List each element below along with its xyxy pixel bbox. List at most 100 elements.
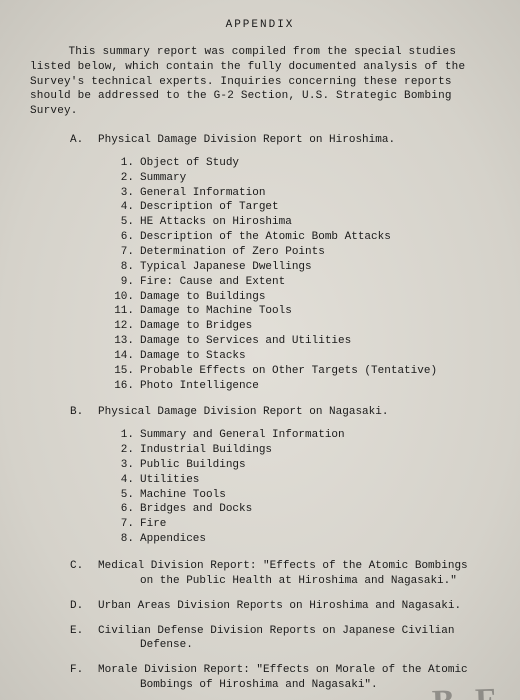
section: E.Civilian Defense Division Reports on J… (30, 624, 490, 654)
section-title: Morale Division Report: "Effects on Mora… (98, 663, 490, 678)
item-label: Summary and General Information (140, 428, 490, 443)
section-heading: C.Medical Division Report: "Effects of t… (70, 559, 490, 589)
section-letter: E. (70, 624, 98, 654)
list-item: 4.Utilities (106, 473, 490, 488)
item-number: 13. (106, 334, 140, 349)
item-label: Description of the Atomic Bomb Attacks (140, 230, 490, 245)
item-number: 6. (106, 502, 140, 517)
item-number: 11. (106, 304, 140, 319)
section-letter: A. (70, 133, 98, 148)
list-item: 10.Damage to Buildings (106, 290, 490, 305)
item-label: Determination of Zero Points (140, 245, 490, 260)
section-letter: C. (70, 559, 98, 589)
list-item: 5.HE Attacks on Hiroshima (106, 215, 490, 230)
list-item: 1.Summary and General Information (106, 428, 490, 443)
list-item: 3.Public Buildings (106, 458, 490, 473)
stamp-mark: B F (431, 677, 503, 700)
item-number: 10. (106, 290, 140, 305)
numbered-list: 1.Object of Study2.Summary3.General Info… (106, 156, 490, 394)
section-letter: B. (70, 405, 98, 420)
item-number: 8. (106, 260, 140, 275)
list-item: 3.General Information (106, 186, 490, 201)
list-item: 14.Damage to Stacks (106, 349, 490, 364)
appendix-page: APPENDIX This summary report was compile… (0, 0, 520, 700)
list-item: 2.Industrial Buildings (106, 443, 490, 458)
list-item: 4.Description of Target (106, 200, 490, 215)
item-label: Typical Japanese Dwellings (140, 260, 490, 275)
section-title: Civilian Defense Division Reports on Jap… (98, 624, 490, 639)
list-item: 12.Damage to Bridges (106, 319, 490, 334)
item-label: Damage to Buildings (140, 290, 490, 305)
list-item: 13.Damage to Services and Utilities (106, 334, 490, 349)
item-label: Utilities (140, 473, 490, 488)
item-number: 6. (106, 230, 140, 245)
intro-paragraph: This summary report was compiled from th… (30, 45, 490, 119)
item-number: 1. (106, 428, 140, 443)
item-number: 12. (106, 319, 140, 334)
list-item: 1.Object of Study (106, 156, 490, 171)
section-title-wrap: Civilian Defense Division Reports on Jap… (98, 624, 490, 654)
item-label: Summary (140, 171, 490, 186)
list-item: 9.Fire: Cause and Extent (106, 275, 490, 290)
numbered-list: 1.Summary and General Information2.Indus… (106, 428, 490, 547)
section-letter: F. (70, 663, 98, 693)
item-number: 1. (106, 156, 140, 171)
section-title-continuation: Defense. (140, 638, 490, 653)
list-item: 11.Damage to Machine Tools (106, 304, 490, 319)
item-number: 3. (106, 458, 140, 473)
section-title: Medical Division Report: "Effects of the… (98, 559, 490, 574)
item-number: 7. (106, 517, 140, 532)
section: A.Physical Damage Division Report on Hir… (30, 133, 490, 393)
list-item: 16.Photo Intelligence (106, 379, 490, 394)
item-label: Fire: Cause and Extent (140, 275, 490, 290)
item-number: 3. (106, 186, 140, 201)
list-item: 6.Bridges and Docks (106, 502, 490, 517)
item-label: Description of Target (140, 200, 490, 215)
section: B.Physical Damage Division Report on Nag… (30, 405, 490, 547)
item-number: 2. (106, 171, 140, 186)
section: D.Urban Areas Division Reports on Hirosh… (30, 599, 490, 614)
section-title-wrap: Medical Division Report: "Effects of the… (98, 559, 490, 589)
item-label: General Information (140, 186, 490, 201)
item-label: Damage to Stacks (140, 349, 490, 364)
item-number: 16. (106, 379, 140, 394)
item-label: Object of Study (140, 156, 490, 171)
item-number: 2. (106, 443, 140, 458)
section: F.Morale Division Report: "Effects on Mo… (30, 663, 490, 693)
section-title: Physical Damage Division Report on Hiros… (98, 133, 490, 148)
item-number: 9. (106, 275, 140, 290)
item-label: Public Buildings (140, 458, 490, 473)
section-title: Urban Areas Division Reports on Hiroshim… (98, 599, 490, 614)
item-number: 14. (106, 349, 140, 364)
item-label: Photo Intelligence (140, 379, 490, 394)
item-label: HE Attacks on Hiroshima (140, 215, 490, 230)
list-item: 7.Fire (106, 517, 490, 532)
sections-container: A.Physical Damage Division Report on Hir… (30, 133, 490, 700)
item-label: Machine Tools (140, 488, 490, 503)
item-label: Industrial Buildings (140, 443, 490, 458)
section-title-wrap: Urban Areas Division Reports on Hiroshim… (98, 599, 490, 614)
section-heading: E.Civilian Defense Division Reports on J… (70, 624, 490, 654)
list-item: 2.Summary (106, 171, 490, 186)
item-label: Fire (140, 517, 490, 532)
item-number: 15. (106, 364, 140, 379)
section-heading: F.Morale Division Report: "Effects on Mo… (70, 663, 490, 693)
section: C.Medical Division Report: "Effects of t… (30, 559, 490, 589)
list-item: 8.Typical Japanese Dwellings (106, 260, 490, 275)
list-item: 15.Probable Effects on Other Targets (Te… (106, 364, 490, 379)
item-label: Damage to Machine Tools (140, 304, 490, 319)
item-label: Appendices (140, 532, 490, 547)
list-item: 5.Machine Tools (106, 488, 490, 503)
section-letter: D. (70, 599, 98, 614)
item-label: Probable Effects on Other Targets (Tenta… (140, 364, 490, 379)
item-number: 8. (106, 532, 140, 547)
section-title: Physical Damage Division Report on Nagas… (98, 405, 490, 420)
item-label: Bridges and Docks (140, 502, 490, 517)
item-label: Damage to Bridges (140, 319, 490, 334)
item-label: Damage to Services and Utilities (140, 334, 490, 349)
item-number: 5. (106, 215, 140, 230)
section-heading: D.Urban Areas Division Reports on Hirosh… (70, 599, 490, 614)
item-number: 7. (106, 245, 140, 260)
item-number: 5. (106, 488, 140, 503)
list-item: 7.Determination of Zero Points (106, 245, 490, 260)
